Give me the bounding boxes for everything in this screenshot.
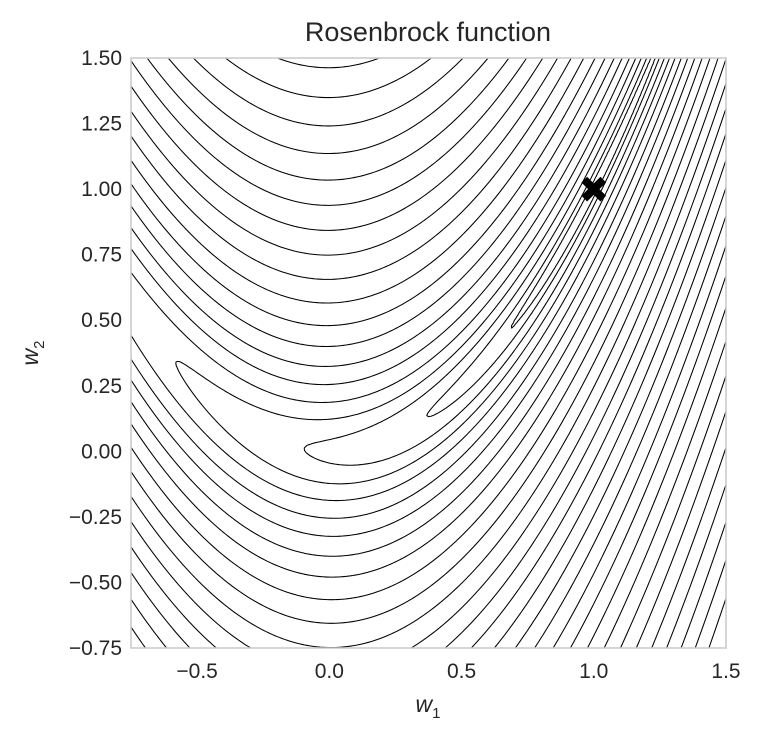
contour-line [586, 306, 726, 648]
x-tick-label: 0.5 [447, 660, 476, 683]
chart-title: Rosenbrock function [305, 17, 551, 47]
contour-line [694, 558, 726, 648]
contour-line [131, 58, 689, 537]
y-tick-label: 1.25 [81, 113, 122, 136]
x-tick-label: 0.0 [315, 660, 344, 683]
contour-line [603, 339, 726, 648]
contour-line [224, 58, 726, 648]
contour-line [569, 274, 726, 648]
y-tick-label: 0.25 [81, 375, 122, 398]
x-tick-label: 1.0 [579, 660, 608, 683]
y-tick-label: 0.00 [81, 440, 122, 463]
contour-line [175, 58, 671, 485]
contour-line [131, 58, 726, 648]
contour-line [131, 58, 696, 557]
contour-line [635, 409, 726, 648]
contour-line [651, 445, 726, 648]
contour-lines [131, 58, 726, 648]
contour-line [131, 58, 726, 648]
y-tick-label: 0.50 [81, 309, 122, 332]
x-axis-label-base: w [416, 691, 434, 717]
contour-line [131, 58, 719, 624]
contour-line [131, 58, 726, 648]
y-axis-label-base: w [17, 347, 43, 365]
contour-line [619, 374, 726, 648]
x-tick-label: 1.5 [711, 660, 740, 683]
y-tick-label: −0.50 [69, 571, 122, 594]
contour-line [131, 58, 726, 648]
contour-line [680, 520, 726, 648]
x-tick-labels: −0.5 0.0 0.5 1.0 1.5 [176, 660, 740, 683]
y-tick-label: 1.00 [81, 178, 122, 201]
contour-line [131, 58, 676, 502]
y-tick-label: 1.50 [81, 47, 122, 70]
x-axis-label: w1 [416, 691, 441, 722]
y-tick-labels: −0.75 −0.50 −0.25 0.00 0.25 0.50 0.75 1.00 1.25 1… [69, 47, 122, 660]
contour-line [131, 58, 682, 519]
x-axis-label-sub: 1 [432, 705, 440, 722]
y-axis-label-sub: 2 [31, 341, 48, 349]
y-tick-label: −0.75 [69, 637, 122, 660]
contour-line [303, 58, 665, 466]
plot-frame [130, 57, 727, 649]
marker-layer [581, 176, 607, 202]
contour-line [131, 58, 711, 601]
contour-line [666, 482, 726, 648]
minimum-marker [581, 176, 607, 202]
contour-line [708, 596, 726, 648]
contour-line [275, 58, 726, 648]
contour-line [131, 58, 726, 648]
y-tick-label: −0.25 [69, 506, 122, 529]
contour-line [511, 58, 657, 329]
y-axis-label: w2 [17, 341, 48, 366]
contour-line [131, 58, 726, 648]
x-tick-label: −0.5 [176, 660, 217, 683]
y-tick-label: 0.75 [81, 244, 122, 267]
contour-line [131, 58, 703, 578]
